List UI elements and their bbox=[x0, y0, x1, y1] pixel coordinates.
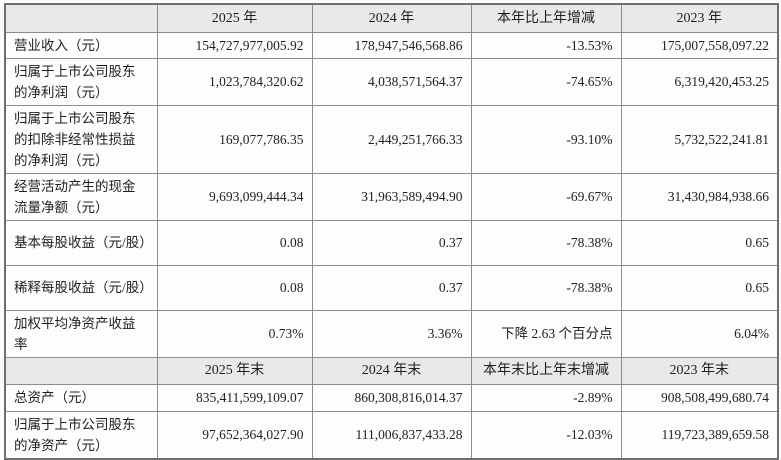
row-label: 营业收入（元） bbox=[4, 31, 158, 59]
header-cell-2025: 2025 年 bbox=[156, 3, 313, 33]
value-2024: 31,963,589,494.90 bbox=[311, 172, 472, 221]
header-cell-2024: 2024 年 bbox=[311, 3, 472, 33]
value-2024: 2,449,251,766.33 bbox=[311, 104, 472, 174]
value-yoy: -74.65% bbox=[470, 57, 622, 106]
row-label: 归属于上市公司股东的净资产（元） bbox=[4, 410, 158, 459]
row-label: 经营活动产生的现金流量净额（元） bbox=[4, 172, 158, 221]
row-label: 总资产（元） bbox=[4, 383, 158, 412]
row-total-assets: 总资产（元） 835,411,599,109.07 860,308,816,01… bbox=[4, 383, 779, 412]
report-page: 2025 年 2024 年 本年比上年增减 2023 年 营业收入（元） 154… bbox=[4, 3, 779, 460]
value-yoy: -2.89% bbox=[470, 383, 622, 412]
row-diluted-eps: 稀释每股收益（元/股） 0.08 0.37 -78.38% 0.65 bbox=[4, 264, 779, 311]
financial-summary-table: 2025 年 2024 年 本年比上年增减 2023 年 营业收入（元） 154… bbox=[4, 3, 779, 460]
header-cell-2023-end: 2023 年末 bbox=[620, 356, 779, 385]
header-row-period-end: 2025 年末 2024 年末 本年末比上年末增减 2023 年末 bbox=[4, 356, 779, 385]
header-cell-yoy-change: 本年比上年增减 bbox=[470, 3, 622, 33]
row-label: 归属于上市公司股东的净利润（元） bbox=[4, 57, 158, 106]
value-2024: 4,038,571,564.37 bbox=[311, 57, 472, 106]
value-2025: 169,077,786.35 bbox=[156, 104, 313, 174]
value-yoy: 下降 2.63 个百分点 bbox=[470, 309, 622, 358]
value-2023: 119,723,389,659.58 bbox=[620, 410, 779, 459]
value-2023: 31,430,984,938.66 bbox=[620, 172, 779, 221]
value-2023: 6,319,420,453.25 bbox=[620, 57, 779, 106]
value-2023: 908,508,499,680.74 bbox=[620, 383, 779, 412]
row-net-profit-excl-nonrecurring: 归属于上市公司股东的扣除非经常性损益的净利润（元） 169,077,786.35… bbox=[4, 104, 779, 174]
row-label: 归属于上市公司股东的扣除非经常性损益的净利润（元） bbox=[4, 104, 158, 174]
value-2025: 0.08 bbox=[156, 264, 313, 311]
row-net-profit-attributable: 归属于上市公司股东的净利润（元） 1,023,784,320.62 4,038,… bbox=[4, 57, 779, 106]
value-2025: 9,693,099,444.34 bbox=[156, 172, 313, 221]
row-operating-revenue: 营业收入（元） 154,727,977,005.92 178,947,546,5… bbox=[4, 31, 779, 59]
value-yoy: -69.67% bbox=[470, 172, 622, 221]
value-2024: 3.36% bbox=[311, 309, 472, 358]
value-2025: 0.73% bbox=[156, 309, 313, 358]
header-cell-blank bbox=[4, 3, 158, 33]
header-cell-2024-end: 2024 年末 bbox=[311, 356, 472, 385]
value-yoy: -78.38% bbox=[470, 264, 622, 311]
row-basic-eps: 基本每股收益（元/股） 0.08 0.37 -78.38% 0.65 bbox=[4, 219, 779, 266]
value-2024: 178,947,546,568.86 bbox=[311, 31, 472, 59]
value-yoy: -93.10% bbox=[470, 104, 622, 174]
value-yoy: -13.53% bbox=[470, 31, 622, 59]
value-2025: 154,727,977,005.92 bbox=[156, 31, 313, 59]
value-2023: 0.65 bbox=[620, 264, 779, 311]
value-2024: 111,006,837,433.28 bbox=[311, 410, 472, 459]
header-cell-yoy-end-change: 本年末比上年末增减 bbox=[470, 356, 622, 385]
value-2025: 97,652,364,027.90 bbox=[156, 410, 313, 459]
row-label: 基本每股收益（元/股） bbox=[4, 219, 158, 266]
header-row-annual: 2025 年 2024 年 本年比上年增减 2023 年 bbox=[4, 3, 779, 33]
value-2023: 6.04% bbox=[620, 309, 779, 358]
value-2025: 835,411,599,109.07 bbox=[156, 383, 313, 412]
value-yoy: -12.03% bbox=[470, 410, 622, 459]
value-2024: 860,308,816,014.37 bbox=[311, 383, 472, 412]
row-label: 稀释每股收益（元/股） bbox=[4, 264, 158, 311]
header-cell-2025-end: 2025 年末 bbox=[156, 356, 313, 385]
row-operating-cash-flow: 经营活动产生的现金流量净额（元） 9,693,099,444.34 31,963… bbox=[4, 172, 779, 221]
header-cell-2023: 2023 年 bbox=[620, 3, 779, 33]
value-2023: 0.65 bbox=[620, 219, 779, 266]
value-2025: 0.08 bbox=[156, 219, 313, 266]
row-weighted-avg-roe: 加权平均净资产收益率 0.73% 3.36% 下降 2.63 个百分点 6.04… bbox=[4, 309, 779, 358]
value-2025: 1,023,784,320.62 bbox=[156, 57, 313, 106]
value-2024: 0.37 bbox=[311, 219, 472, 266]
value-yoy: -78.38% bbox=[470, 219, 622, 266]
value-2023: 5,732,522,241.81 bbox=[620, 104, 779, 174]
value-2023: 175,007,558,097.22 bbox=[620, 31, 779, 59]
value-2024: 0.37 bbox=[311, 264, 472, 311]
header-cell-blank bbox=[4, 356, 158, 385]
row-net-assets-attributable: 归属于上市公司股东的净资产（元） 97,652,364,027.90 111,0… bbox=[4, 410, 779, 459]
row-label: 加权平均净资产收益率 bbox=[4, 309, 158, 358]
